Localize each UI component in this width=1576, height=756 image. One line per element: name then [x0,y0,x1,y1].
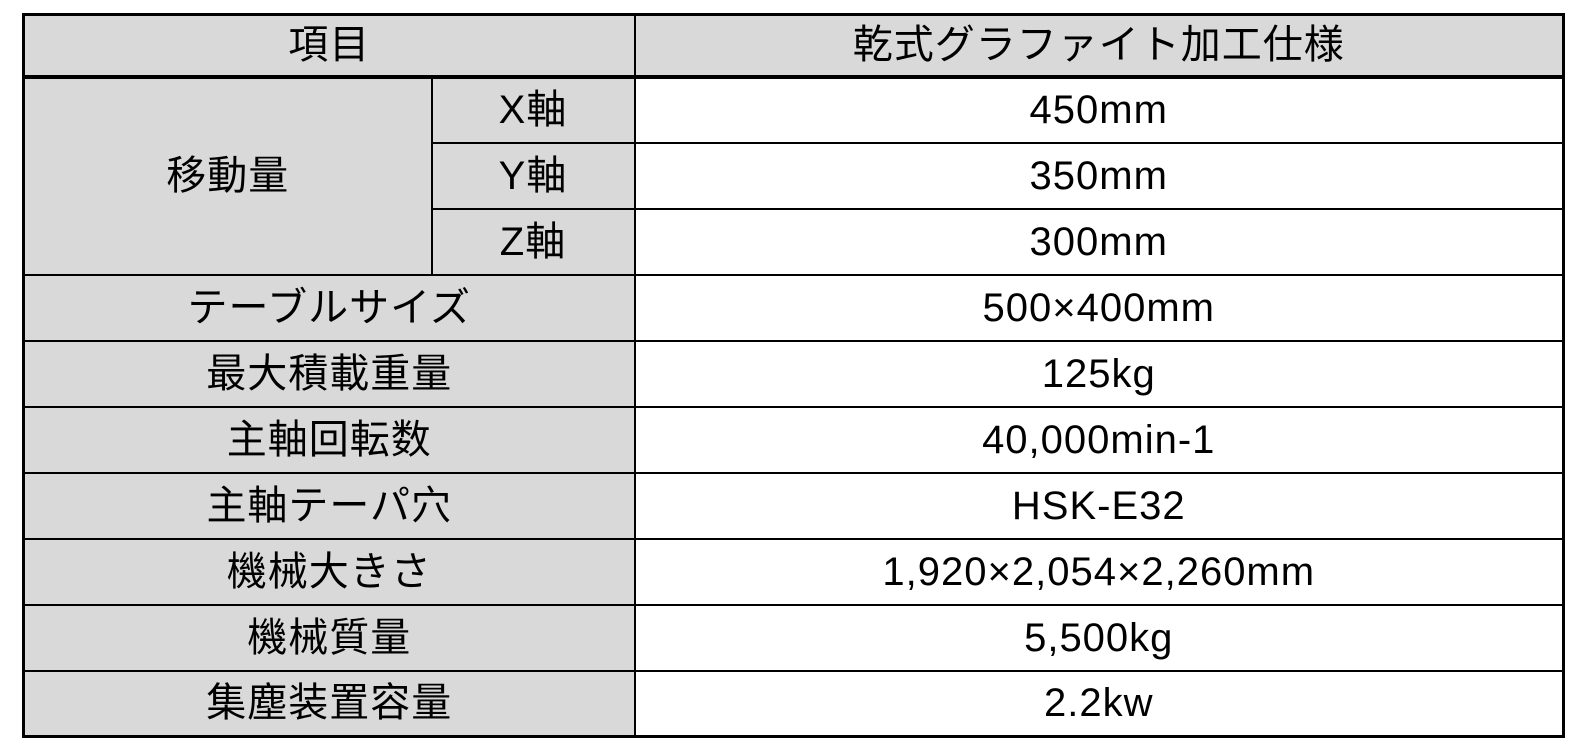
table-header-row: 項目 乾式グラファイト加工仕様 [22,13,1565,79]
value-x-axis: 450mm [633,75,1565,144]
value-spindle-taper: HSK-E32 [633,471,1565,540]
value-y-axis: 350mm [633,141,1565,210]
spec-table: 項目 乾式グラファイト加工仕様 移動量 X軸 450mm Y軸 350mm Z軸… [22,13,1565,738]
label-machine-weight: 機械質量 [22,603,636,672]
value-max-load: 125kg [633,339,1565,408]
table-row-dust-collector: 集塵装置容量 2.2kw [22,669,1565,738]
table-row-x-axis: 移動量 X軸 450mm [22,75,1565,276]
value-machine-weight: 5,500kg [633,603,1565,672]
label-spindle-taper: 主軸テーパ穴 [22,471,636,540]
value-z-axis: 300mm [633,207,1565,276]
axis-label-x: X軸 [430,75,636,144]
value-machine-size: 1,920×2,054×2,260mm [633,537,1565,606]
table-row-table-size: テーブルサイズ 500×400mm [22,273,1565,342]
value-dust-collector: 2.2kw [633,669,1565,738]
column-header-spec: 乾式グラファイト加工仕様 [633,13,1565,79]
table-row-z-axis: Z軸 300mm [24,207,1565,276]
label-table-size: テーブルサイズ [22,273,636,342]
axis-label-z: Z軸 [430,207,636,276]
table-row-machine-size: 機械大きさ 1,920×2,054×2,260mm [22,537,1565,606]
label-machine-size: 機械大きさ [22,537,636,606]
axis-label-y: Y軸 [430,141,636,210]
label-max-load: 最大積載重量 [22,339,636,408]
table-row-spindle-speed: 主軸回転数 40,000min-1 [22,405,1565,474]
table-row-spindle-taper: 主軸テーパ穴 HSK-E32 [22,471,1565,540]
table-row-y-axis: Y軸 350mm [24,141,1565,210]
travel-label: 移動量 [22,75,433,276]
table-row-machine-weight: 機械質量 5,500kg [22,603,1565,672]
value-table-size: 500×400mm [633,273,1565,342]
column-header-item: 項目 [22,13,636,79]
label-spindle-speed: 主軸回転数 [22,405,636,474]
table-row-max-load: 最大積載重量 125kg [22,339,1565,408]
label-dust-collector: 集塵装置容量 [22,669,636,738]
value-spindle-speed: 40,000min-1 [633,405,1565,474]
